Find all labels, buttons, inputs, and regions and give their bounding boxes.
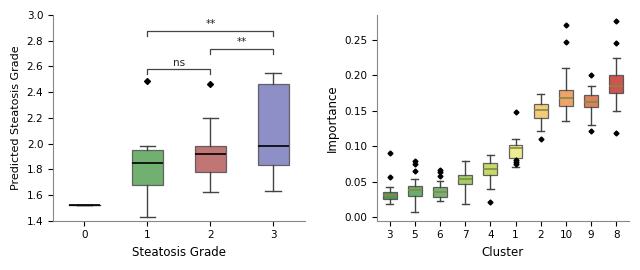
PathPatch shape <box>132 150 163 185</box>
Y-axis label: Predicted Steatosis Grade: Predicted Steatosis Grade <box>11 46 21 190</box>
PathPatch shape <box>258 85 289 166</box>
X-axis label: Steatosis Grade: Steatosis Grade <box>132 246 226 259</box>
Text: **: ** <box>237 37 247 47</box>
PathPatch shape <box>584 95 598 107</box>
X-axis label: Cluster: Cluster <box>482 246 524 259</box>
PathPatch shape <box>408 186 422 196</box>
PathPatch shape <box>559 90 573 106</box>
PathPatch shape <box>458 175 472 184</box>
PathPatch shape <box>534 104 548 118</box>
PathPatch shape <box>509 146 522 158</box>
Y-axis label: Importance: Importance <box>326 84 339 152</box>
Text: **: ** <box>205 19 216 29</box>
PathPatch shape <box>383 191 397 199</box>
PathPatch shape <box>195 146 226 172</box>
PathPatch shape <box>483 163 497 174</box>
Text: ns: ns <box>173 58 185 68</box>
PathPatch shape <box>433 187 447 197</box>
PathPatch shape <box>609 75 623 93</box>
